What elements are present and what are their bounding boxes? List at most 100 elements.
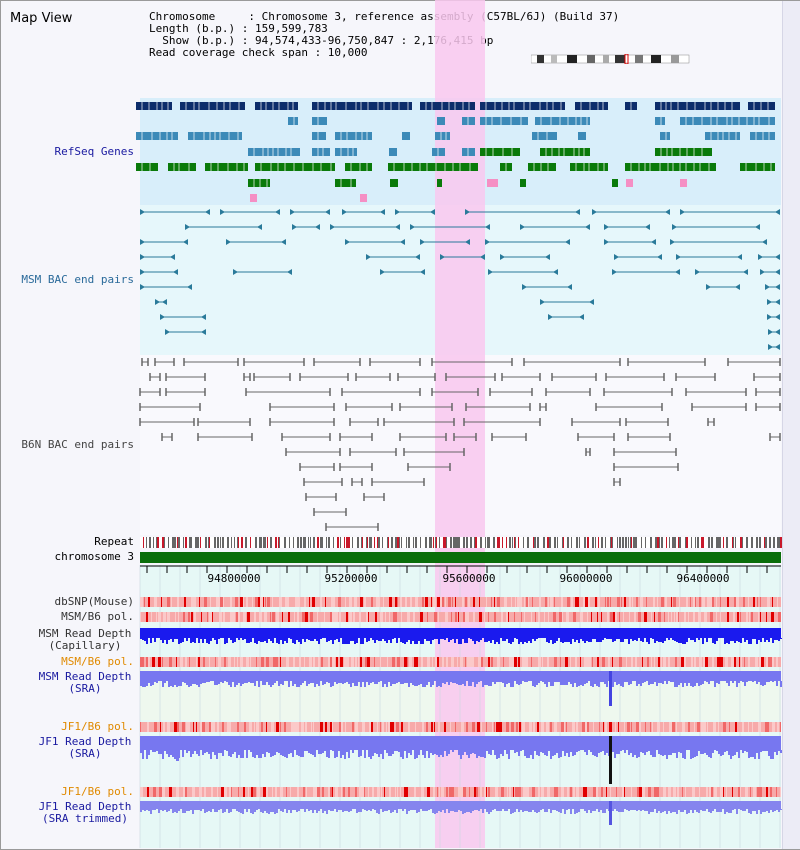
polymorphism-cell — [381, 787, 382, 797]
read-depth-bar — [364, 681, 366, 687]
track-label-msm-b6-pol-sra[interactable]: MSM/B6 pol. — [61, 655, 134, 668]
bac-end — [287, 269, 292, 275]
polymorphism-cell — [753, 787, 756, 797]
repeat-element — [595, 537, 596, 548]
read-depth-bar — [400, 638, 402, 642]
read-depth-bar — [458, 638, 460, 644]
read-depth-bar — [144, 681, 146, 687]
polymorphism-cell — [720, 612, 721, 622]
track-label-refseq[interactable]: RefSeq Genes — [54, 145, 134, 158]
polymorphism-cell — [371, 722, 373, 732]
read-depth-bar — [338, 809, 340, 810]
polymorphism-cell — [275, 657, 278, 667]
track-label-jf1-b6-pol-trimmed[interactable]: JF1/B6 pol. — [61, 785, 134, 798]
read-depth-bar — [494, 681, 496, 684]
read-depth-bar — [768, 638, 770, 642]
polymorphism-cell — [253, 787, 256, 797]
read-depth-bar — [742, 809, 744, 811]
polymorphism-cell — [435, 657, 437, 667]
read-depth-bar — [710, 750, 712, 758]
polymorphism-cell — [759, 787, 762, 797]
polymorphism-cell — [330, 612, 332, 622]
read-depth-bar — [408, 638, 410, 640]
read-depth-bar — [254, 809, 256, 812]
polymorphism-cell — [378, 597, 380, 607]
polymorphism-cell — [669, 722, 672, 732]
read-depth-bar — [662, 681, 664, 684]
polymorphism-cell — [392, 657, 395, 667]
track-label-repeat[interactable]: Repeat — [94, 535, 134, 548]
bac-end — [585, 224, 590, 230]
polymorphism-cell — [154, 597, 157, 607]
read-depth-bar — [622, 638, 624, 642]
read-depth-bar — [338, 750, 340, 751]
read-depth-bar — [412, 638, 414, 641]
repeat-element — [205, 537, 207, 548]
polymorphism-cell — [479, 612, 482, 622]
repeat-element — [340, 537, 341, 548]
track-label-jf1-b6-pol[interactable]: JF1/B6 pol. — [61, 720, 134, 733]
read-depth-bar — [296, 638, 298, 640]
track-label-msm-depth-capillary[interactable]: MSM Read Depth (Capillary) — [30, 628, 140, 652]
track-label-msm-bac[interactable]: MSM BAC end pairs — [21, 273, 134, 286]
vertical-scrollbar[interactable] — [782, 1, 800, 849]
gene-feature — [136, 102, 172, 110]
read-depth-bar — [340, 681, 342, 683]
read-depth-bar — [636, 809, 638, 811]
polymorphism-cell — [395, 612, 397, 622]
read-depth-bar — [580, 638, 582, 639]
repeat-element — [463, 537, 465, 548]
read-depth-bar — [356, 809, 358, 813]
read-depth-bar — [618, 809, 620, 812]
read-depth-bar — [388, 638, 390, 640]
track-label-jf1-depth-trimmed[interactable]: JF1 Read Depth (SRA trimmed) — [30, 801, 140, 825]
repeat-element — [555, 537, 556, 548]
read-depth-bar — [322, 750, 324, 753]
polymorphism-cell — [446, 787, 448, 797]
read-depth-bar — [238, 638, 240, 640]
track-label-dbsnp[interactable]: dbSNP(Mouse) — [54, 595, 134, 608]
read-depth-bar — [392, 809, 394, 812]
polymorphism-cell — [703, 657, 705, 667]
track-label-jf1-depth-sra[interactable]: JF1 Read Depth (SRA) — [30, 736, 140, 760]
read-depth-bar — [454, 809, 456, 812]
read-depth-bar — [724, 638, 726, 644]
read-depth-bar — [698, 750, 700, 751]
read-depth-bar — [186, 809, 188, 811]
gene-feature — [388, 163, 478, 171]
read-depth-bar — [544, 750, 546, 755]
repeat-element — [222, 537, 224, 548]
polymorphism-cell — [544, 612, 545, 622]
read-depth-bar — [654, 750, 656, 757]
polymorphism-cell — [338, 597, 341, 607]
track-label-msm-b6-pol[interactable]: MSM/B6 pol. — [61, 610, 134, 623]
read-depth-bar — [454, 638, 456, 643]
polymorphism-cell — [541, 722, 544, 732]
repeat-element — [217, 537, 218, 548]
polymorphism-cell — [238, 787, 239, 797]
read-depth-bar — [534, 638, 536, 641]
read-depth-bar — [480, 638, 482, 640]
polymorphism-cell — [657, 597, 658, 607]
read-depth-bar — [634, 809, 636, 810]
polymorphism-cell — [449, 787, 452, 797]
track-label-msm-depth-sra[interactable]: MSM Read Depth (SRA) — [30, 671, 140, 695]
track-label-chromosome[interactable]: chromosome 3 — [54, 550, 134, 563]
read-depth-bar — [498, 750, 500, 758]
read-depth-bar — [496, 750, 498, 759]
polymorphism-cell — [231, 787, 232, 797]
read-depth-bar — [698, 681, 700, 686]
read-depth-bar — [578, 809, 580, 812]
read-depth-bar — [652, 681, 654, 684]
polymorphism-cell — [726, 787, 727, 797]
polymorphism-cell — [772, 657, 774, 667]
read-depth-bar — [674, 809, 676, 812]
polymorphism-cell — [212, 612, 213, 622]
read-depth-track — [140, 628, 781, 638]
read-depth-bar — [450, 638, 452, 640]
read-depth-bar — [450, 681, 452, 682]
read-depth-bar — [526, 809, 528, 811]
chromosome-ideogram[interactable] — [531, 54, 691, 64]
track-label-b6n-bac[interactable]: B6N BAC end pairs — [21, 438, 134, 451]
